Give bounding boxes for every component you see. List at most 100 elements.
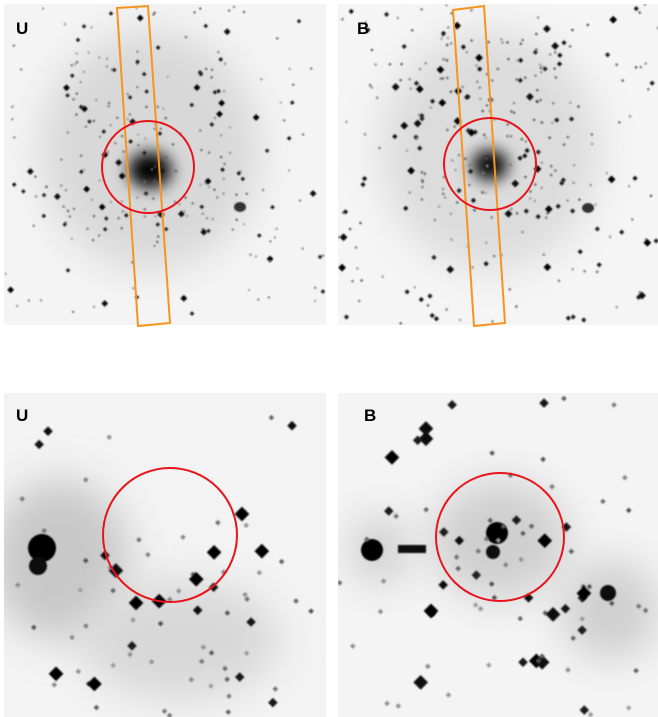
star [296, 18, 302, 24]
star [212, 89, 218, 95]
star [357, 299, 361, 303]
star [524, 147, 530, 154]
star [445, 128, 450, 132]
star [235, 193, 238, 197]
star [471, 570, 482, 580]
star [508, 287, 512, 292]
star [634, 65, 638, 69]
star [153, 214, 157, 218]
star [182, 209, 186, 213]
star [12, 135, 16, 139]
star [198, 129, 202, 132]
star [453, 168, 458, 172]
star [135, 85, 139, 89]
star [635, 603, 642, 609]
star [144, 89, 149, 94]
star [420, 197, 424, 202]
star [65, 268, 71, 273]
star [468, 163, 472, 167]
star [70, 237, 74, 241]
star [508, 163, 513, 167]
star [167, 596, 173, 603]
star [633, 667, 639, 674]
star [642, 607, 649, 614]
star [320, 289, 326, 294]
star [477, 66, 483, 72]
star [535, 657, 542, 664]
star [536, 15, 540, 20]
star [534, 32, 538, 36]
star [542, 24, 551, 33]
star [92, 214, 96, 218]
star [115, 116, 119, 120]
star [535, 214, 541, 220]
star [178, 202, 181, 206]
star [128, 113, 132, 116]
star [199, 183, 202, 187]
star [627, 184, 631, 188]
star [436, 65, 445, 74]
star [570, 208, 576, 214]
star [242, 222, 246, 226]
star [483, 261, 489, 267]
star [208, 650, 215, 656]
region-circle [443, 117, 537, 211]
star [70, 63, 74, 67]
star [185, 214, 189, 218]
star [210, 75, 214, 79]
star [464, 94, 470, 100]
panel-label: U [16, 19, 28, 38]
star [646, 87, 650, 91]
star [105, 57, 109, 61]
star [66, 131, 70, 134]
star [231, 228, 235, 231]
star [264, 148, 270, 154]
star [210, 68, 214, 72]
star [415, 85, 424, 94]
star [143, 191, 149, 196]
star [92, 119, 96, 123]
star [490, 319, 495, 324]
star [204, 177, 212, 185]
star [87, 51, 91, 55]
star [515, 211, 519, 215]
star [608, 600, 615, 607]
star [354, 245, 358, 250]
star [481, 171, 485, 175]
star [201, 212, 205, 216]
star [595, 270, 599, 274]
star [350, 279, 355, 283]
star [143, 207, 147, 211]
cluster-core [472, 150, 508, 180]
star [211, 217, 215, 221]
star [69, 634, 75, 641]
star [517, 155, 523, 161]
star [105, 65, 109, 68]
star [586, 23, 590, 27]
star [75, 113, 78, 117]
star [438, 98, 447, 107]
star [178, 210, 185, 218]
star [254, 543, 270, 559]
star [511, 179, 520, 188]
star [189, 102, 195, 108]
star [408, 190, 412, 195]
star [278, 558, 285, 565]
star [267, 295, 271, 299]
star [514, 304, 518, 309]
star [484, 241, 489, 245]
star [126, 92, 130, 96]
star [538, 63, 542, 67]
star [638, 10, 642, 15]
star [359, 278, 364, 283]
star [582, 203, 594, 213]
star [639, 65, 643, 69]
star [19, 496, 25, 502]
star [548, 136, 552, 140]
star [197, 70, 203, 75]
star [216, 88, 221, 94]
star [120, 134, 124, 138]
star [143, 180, 147, 184]
star [12, 44, 16, 48]
